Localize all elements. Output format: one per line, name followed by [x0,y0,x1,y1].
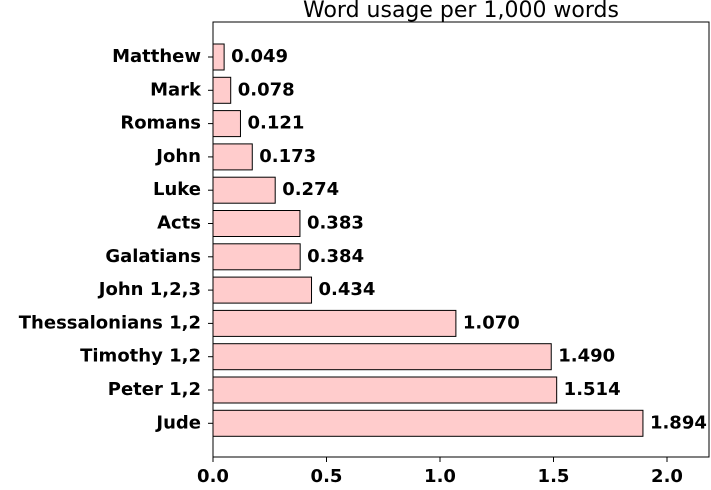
x-tick-label: 1.5 [538,466,570,486]
bar [212,309,457,337]
chart-title: Word usage per 1,000 words [303,0,619,23]
value-label: 1.490 [558,346,615,367]
value-label: 0.384 [307,246,364,267]
x-tick-label: 2.0 [651,466,683,486]
bar [212,76,232,104]
y-tick-label: Luke [153,179,201,200]
value-label: 0.434 [319,279,376,300]
value-label: 0.383 [307,213,364,234]
value-label: 1.894 [650,412,707,433]
y-tick-label: John [154,146,201,167]
value-label: 0.274 [282,179,339,200]
bar [212,243,301,271]
value-label: 1.070 [463,312,520,333]
x-tick-label: 1.0 [424,466,456,486]
bar [212,376,558,404]
x-tick-label: 0.5 [311,466,343,486]
y-tick-label: Thessalonians 1,2 [19,312,201,333]
bar [212,210,301,237]
value-label: 0.078 [238,79,295,100]
x-tick-label: 0.0 [197,466,229,486]
value-label: 0.049 [231,46,288,67]
value-label: 0.121 [247,113,304,134]
value-label: 0.173 [259,146,316,167]
y-tick-label: Timothy 1,2 [80,346,201,367]
y-tick-label: Mark [150,79,202,100]
bar [212,409,644,437]
bar [212,43,225,71]
plot-frame [212,21,710,458]
y-tick-label: Peter 1,2 [108,379,201,400]
bar [212,343,552,371]
y-tick-label: Acts [157,213,201,234]
bar [212,143,253,171]
bar [212,276,313,304]
y-tick-label: Jude [154,412,201,433]
y-tick-label: Romans [120,113,201,134]
bar [212,110,241,138]
y-tick-label: Matthew [112,46,201,67]
y-tick-label: Galatians [105,246,201,267]
value-label: 1.514 [564,379,621,400]
y-tick-label: John 1,2,3 [97,279,201,300]
bar [212,176,276,204]
